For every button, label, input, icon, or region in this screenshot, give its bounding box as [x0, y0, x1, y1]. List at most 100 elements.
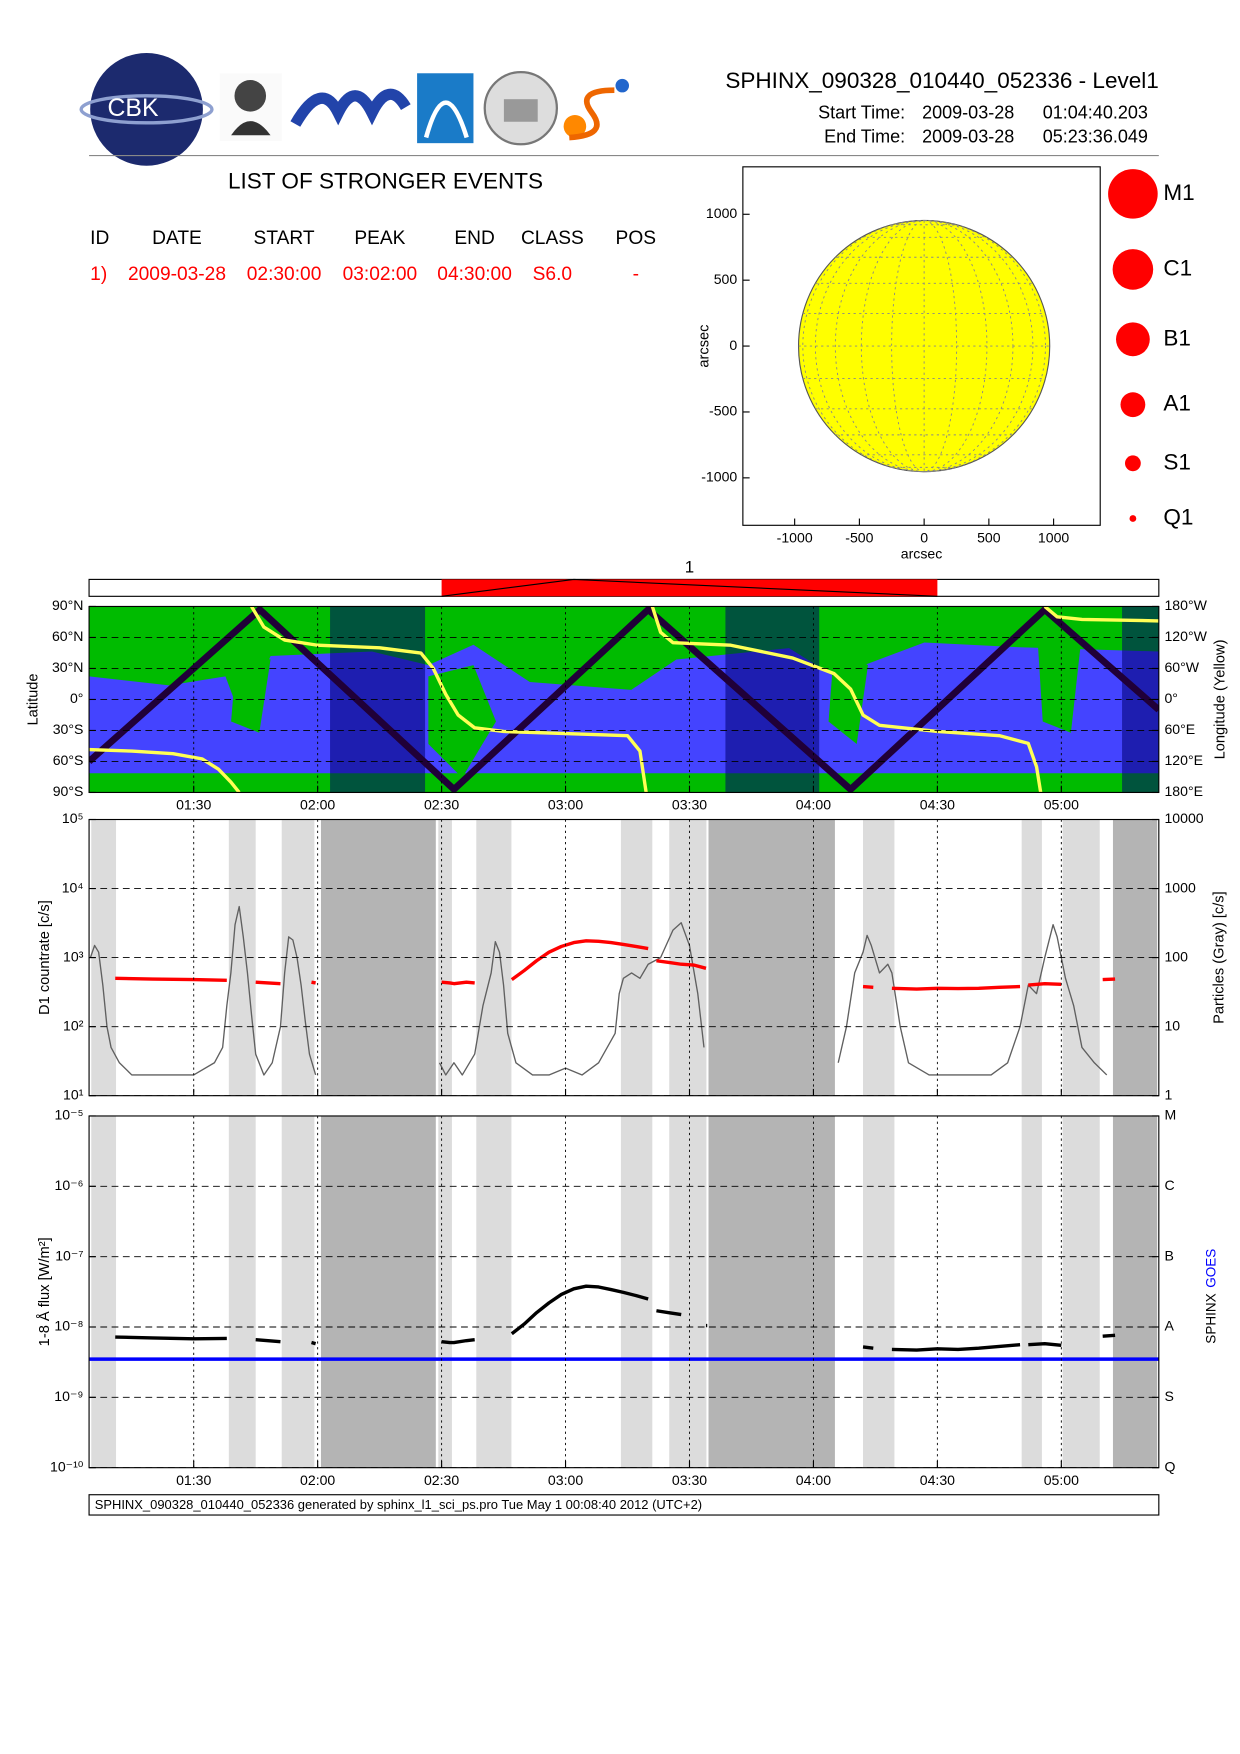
start-label: Start Time: — [818, 103, 905, 123]
shade-band — [228, 1115, 256, 1468]
x-tick-label: 03:00 — [548, 797, 583, 813]
end-time: 05:23:36.049 — [1043, 126, 1148, 146]
column-header: CLASS — [521, 228, 584, 249]
y2-tick-label: 120°E — [1164, 752, 1203, 768]
y2-tick-label: 1000 — [1164, 879, 1195, 895]
y2-tick-label: S — [1164, 1388, 1173, 1404]
x-tick-label: 01:30 — [176, 797, 211, 813]
shade-band — [1062, 1115, 1100, 1468]
radiation-zone — [231, 653, 271, 733]
series-line — [89, 606, 1159, 793]
x-tick-label: -1000 — [777, 530, 813, 546]
legend-entry: SPHINX — [1203, 1293, 1218, 1343]
x-tick-label: 02:00 — [300, 1472, 335, 1488]
events-title: LIST OF STRONGER EVENTS — [228, 169, 543, 194]
y2-tick-label: 120°W — [1164, 628, 1207, 644]
column-header: PEAK — [354, 228, 405, 249]
y2-tick-label: 10000 — [1164, 810, 1203, 826]
x-tick-label: 04:30 — [920, 1472, 955, 1488]
y-axis-label: 1-8 Å flux [W/m²] — [36, 1237, 53, 1346]
event-cell: - — [633, 264, 639, 285]
x-tick-label: 02:30 — [424, 1472, 459, 1488]
y2-tick-label: B — [1164, 1247, 1173, 1263]
y-tick-label: 1000 — [706, 205, 737, 221]
x-tick-label: 05:00 — [1044, 1472, 1079, 1488]
y2-tick-label: 180°W — [1164, 597, 1207, 613]
footer: SPHINX_090328_010440_052336 generated by… — [95, 1497, 702, 1512]
y-tick-label: 10⁻⁶ — [55, 1177, 84, 1193]
event-label: 1 — [685, 558, 694, 577]
y2-tick-label: 1 — [1164, 1086, 1172, 1102]
y-axis-label: arcsec — [696, 325, 712, 368]
x-tick-label: -500 — [845, 530, 873, 546]
y-tick-label: -1000 — [701, 469, 737, 485]
x-tick-label: 500 — [977, 530, 1001, 546]
size-legend-marker — [1112, 249, 1154, 290]
size-legend-label: Q1 — [1163, 504, 1193, 529]
x-tick-label: 0 — [920, 530, 928, 546]
shade-band — [708, 1115, 835, 1468]
y-tick-label: 10⁴ — [62, 879, 84, 895]
logo-seal-building — [503, 99, 538, 122]
start-date: 2009-03-28 — [922, 103, 1014, 123]
series-line — [115, 939, 1116, 991]
size-legend-label: S1 — [1163, 449, 1191, 474]
end-label: End Time: — [824, 126, 905, 146]
logo-cbk-text: CBK — [108, 95, 159, 122]
size-legend-label: M1 — [1163, 180, 1194, 205]
shade-band — [1021, 1115, 1042, 1468]
column-header: START — [254, 228, 315, 249]
logo-sphinx-earth — [615, 78, 630, 93]
report-title: SPHINX_090328_010440_052336 - Level1 — [725, 68, 1158, 93]
x-tick-label: 03:00 — [548, 1472, 583, 1488]
x-tick-label: 1000 — [1038, 530, 1069, 546]
y-tick-label: 30°N — [52, 659, 83, 675]
size-legend-marker — [1129, 515, 1137, 522]
y2-tick-label: 60°W — [1164, 659, 1199, 675]
radiation-zone — [89, 773, 1159, 793]
end-date: 2009-03-28 — [922, 126, 1014, 146]
shade-band — [438, 1115, 452, 1468]
y-tick-label: 10² — [63, 1017, 84, 1033]
x-axis-label: arcsec — [901, 545, 942, 561]
y-tick-label: 10⁻⁵ — [54, 1107, 83, 1123]
y-axis-label: Latitude — [26, 673, 42, 725]
shade-band — [1112, 1115, 1158, 1468]
plot-frame — [88, 1115, 1160, 1469]
series-line — [89, 606, 1159, 793]
size-legend-marker — [1125, 455, 1141, 472]
y-tick-label: 10⁻⁹ — [54, 1388, 83, 1404]
event-peak — [441, 578, 938, 597]
y-tick-label: 10⁻¹⁰ — [50, 1458, 84, 1474]
shade-band — [863, 1115, 895, 1468]
y-tick-label: 10⁵ — [62, 810, 84, 826]
y-tick-label: 90°S — [53, 783, 84, 799]
logo-sphinx-sun — [563, 114, 587, 138]
shade-band — [669, 1115, 707, 1468]
y-tick-label: 10¹ — [63, 1086, 84, 1102]
x-tick-label: 03:30 — [672, 797, 707, 813]
y2-tick-label: 100 — [1164, 948, 1188, 964]
logo-lebedev-body — [231, 121, 271, 136]
y-tick-label: 60°S — [53, 752, 84, 768]
size-legend-label: A1 — [1163, 391, 1191, 416]
y2-tick-label: 10 — [1164, 1017, 1180, 1033]
x-tick-label: 01:30 — [176, 1472, 211, 1488]
x-tick-label: 02:00 — [300, 797, 335, 813]
x-tick-label: 04:30 — [920, 797, 955, 813]
x-tick-label: 02:30 — [424, 797, 459, 813]
x-tick-label: 05:00 — [1044, 797, 1079, 813]
size-legend-marker — [1115, 322, 1150, 357]
logo-space-arc — [423, 100, 469, 139]
y2-tick-label: A — [1164, 1318, 1174, 1334]
y-tick-label: 90°N — [52, 597, 83, 613]
legend-entry: GOES — [1203, 1249, 1218, 1288]
shade-band — [320, 1115, 436, 1468]
y-tick-label: 0 — [729, 337, 737, 353]
y2-tick-label: 60°E — [1164, 721, 1195, 737]
column-header: END — [454, 228, 494, 249]
shade-band — [91, 1115, 117, 1468]
logo-lebedev-portrait — [234, 80, 267, 112]
logo-mifi — [290, 88, 411, 127]
